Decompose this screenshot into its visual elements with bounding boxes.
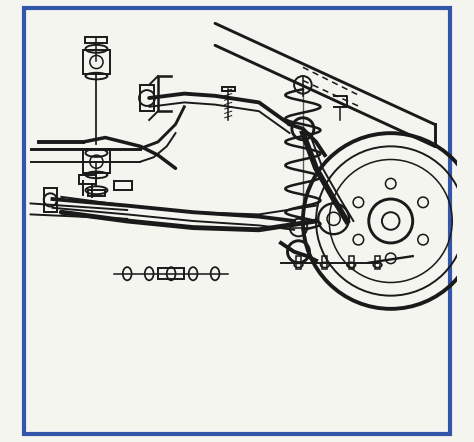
Bar	[83, 50, 109, 74]
Bar	[296, 256, 301, 269]
Bar	[375, 256, 380, 269]
Bar	[158, 268, 184, 279]
Bar	[140, 85, 154, 111]
Bar	[114, 182, 132, 190]
Bar	[83, 149, 109, 173]
Bar	[348, 256, 354, 269]
Bar	[44, 188, 57, 212]
Bar	[79, 175, 96, 184]
Bar	[322, 256, 328, 269]
